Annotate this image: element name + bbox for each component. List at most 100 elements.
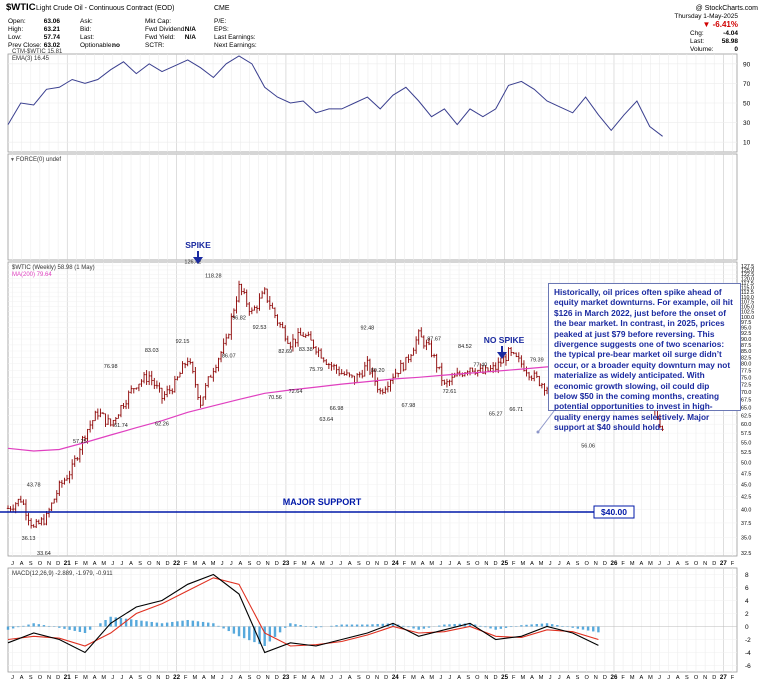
macd-histogram-bar — [479, 626, 481, 627]
x-tick-label: N — [156, 561, 160, 567]
x-tick-label: D — [712, 675, 716, 681]
x-tick-label: J — [111, 561, 114, 567]
x-tick-label: A — [421, 675, 425, 681]
macd-histogram-bar — [412, 627, 414, 629]
x-tick-label: 22 — [173, 674, 180, 681]
x-tick-label: A — [202, 675, 206, 681]
x-tick-label: M — [411, 675, 416, 681]
ctm-tick-label: 10 — [743, 140, 751, 147]
macd-histogram-bar — [181, 621, 183, 627]
support-price-label: $40.00 — [601, 507, 627, 517]
x-tick-label: N — [484, 675, 488, 681]
x-tick-label: M — [101, 561, 106, 567]
x-tick-label: F — [75, 675, 79, 681]
x-tick-label: 22 — [173, 560, 180, 567]
macd-histogram-bar — [305, 626, 307, 627]
quote-col-1-label: Prev Close: — [8, 42, 42, 49]
x-tick-label: M — [539, 561, 544, 567]
macd-histogram-bar — [186, 620, 188, 627]
macd-tick-label: 6 — [745, 585, 749, 592]
x-tick-label: O — [256, 561, 261, 567]
x-tick-label: S — [576, 561, 580, 567]
x-tick-label: S — [357, 675, 361, 681]
macd-histogram-bar — [520, 625, 522, 626]
quote-col-2-label: Last: — [80, 34, 94, 41]
x-tick-label: M — [648, 561, 653, 567]
x-tick-label: N — [594, 561, 598, 567]
x-tick-label: N — [156, 675, 160, 681]
ctm-tick-label: 90 — [743, 61, 751, 68]
macd-histogram-bar — [212, 623, 214, 626]
price-legend-label: MA(200) 79.64 — [12, 272, 52, 278]
chart-exchange: CME — [214, 5, 230, 12]
x-tick-label: M — [320, 675, 325, 681]
macd-histogram-bar — [551, 624, 553, 626]
price-value-label: 83.03 — [145, 348, 159, 354]
x-tick-label: J — [339, 675, 342, 681]
macd-histogram-bar — [7, 627, 9, 630]
x-tick-label: A — [311, 561, 315, 567]
ctm-tick-label: 70 — [743, 81, 751, 88]
quote-col-3-label: Fwd Yield: — [145, 34, 175, 41]
price-value-label: 65.27 — [489, 412, 503, 418]
macd-histogram-bar — [79, 627, 81, 632]
x-tick-label: M — [211, 561, 216, 567]
macd-histogram-bar — [423, 627, 425, 629]
macd-histogram-bar — [38, 624, 40, 626]
change-percent: ▼ -6.41% — [703, 20, 739, 29]
ctm-tick-label: 30 — [743, 120, 751, 127]
macd-histogram-bar — [582, 627, 584, 630]
x-tick-label: A — [311, 675, 315, 681]
x-tick-label: N — [375, 561, 379, 567]
price-value-label: 77.40 — [473, 363, 487, 369]
macd-tick-label: 0 — [745, 624, 749, 631]
x-tick-label: A — [639, 561, 643, 567]
x-tick-label: J — [439, 675, 442, 681]
macd-histogram-bar — [68, 627, 70, 630]
price-value-label: 72.61 — [443, 389, 457, 395]
quote-col-1-label: Open: — [8, 18, 26, 25]
macd-histogram-bar — [202, 622, 204, 627]
price-value-label: 87.67 — [427, 337, 441, 343]
ctm-tick-label: 50 — [743, 101, 751, 108]
x-tick-label: S — [576, 675, 580, 681]
x-tick-label: A — [93, 675, 97, 681]
x-tick-label: D — [384, 561, 388, 567]
quote-col-1-value: 57.74 — [44, 34, 61, 41]
macd-tick-label: -6 — [745, 663, 751, 670]
macd-histogram-bar — [438, 626, 440, 627]
x-tick-label: N — [484, 561, 488, 567]
x-tick-label: M — [320, 561, 325, 567]
x-tick-label: 24 — [392, 674, 399, 681]
x-tick-label: A — [676, 561, 680, 567]
price-value-label: 76.98 — [104, 364, 118, 370]
x-tick-label: M — [429, 561, 434, 567]
x-tick-label: D — [165, 675, 169, 681]
x-tick-label: S — [29, 561, 33, 567]
macd-histogram-bar — [320, 627, 322, 628]
x-tick-label: D — [603, 561, 607, 567]
x-tick-label: F — [621, 561, 625, 567]
macd-histogram-bar — [279, 627, 281, 633]
price-value-label: 61.74 — [114, 423, 128, 429]
no-spike-label: NO SPIKE — [484, 335, 525, 345]
x-tick-label: D — [56, 561, 60, 567]
x-tick-label: A — [129, 561, 133, 567]
price-tick-label: 77.5 — [741, 368, 751, 374]
price-tick-label: 70.0 — [741, 390, 751, 396]
macd-histogram-bar — [592, 627, 594, 632]
macd-histogram-bar — [428, 627, 430, 628]
macd-histogram-bar — [12, 627, 14, 629]
quote-col-4-label: Last Earnings: — [214, 34, 256, 41]
macd-histogram-bar — [161, 623, 163, 626]
price-value-label: 80.20 — [371, 368, 385, 374]
macd-histogram-bar — [130, 619, 132, 626]
x-tick-label: M — [192, 561, 197, 567]
price-value-label: 72.64 — [289, 389, 303, 395]
x-tick-label: N — [47, 561, 51, 567]
force-legend-icon: ▼ — [10, 157, 15, 163]
macd-histogram-bar — [556, 625, 558, 626]
x-tick-label: A — [567, 675, 571, 681]
x-tick-label: M — [648, 675, 653, 681]
quote-col-3-value: N/A — [185, 26, 197, 33]
